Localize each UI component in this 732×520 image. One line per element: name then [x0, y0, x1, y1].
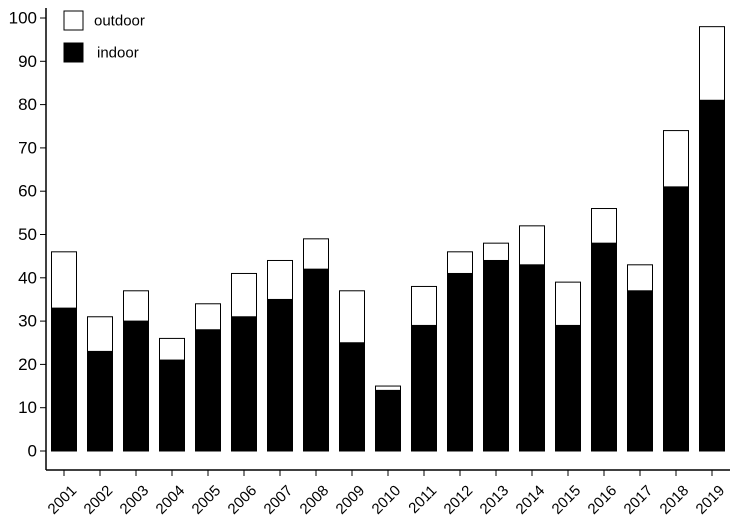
legend-label-outdoor: outdoor: [94, 13, 145, 30]
bar-indoor-2015: [555, 324, 581, 452]
bar-outdoor-2018: [663, 130, 689, 188]
bar-outdoor-2009: [339, 290, 365, 344]
bar-outdoor-2013: [483, 242, 509, 261]
x-tick-label-2012: 2012: [441, 482, 477, 518]
bar-outdoor-2012: [447, 251, 473, 274]
x-tick-label-2018: 2018: [657, 482, 693, 518]
bar-indoor-2001: [51, 307, 77, 452]
y-tick-label-40: 40: [18, 268, 37, 287]
bar-outdoor-2006: [231, 272, 257, 318]
legend: outdoor indoor: [63, 10, 145, 63]
bar-outdoor-2016: [591, 208, 617, 244]
bars-layer: [51, 26, 725, 452]
x-tick-label-2006: 2006: [225, 482, 261, 518]
x-tick-label-2004: 2004: [153, 482, 189, 518]
y-tick-label-0: 0: [28, 442, 37, 461]
legend-label-indoor: indoor: [97, 45, 139, 62]
y-tick-label-30: 30: [18, 312, 37, 331]
bar-indoor-2010: [375, 389, 401, 452]
x-tick-label-2014: 2014: [513, 482, 549, 518]
bar-outdoor-2010: [375, 385, 401, 391]
bar-indoor-2018: [663, 186, 689, 452]
bar-indoor-2016: [591, 242, 617, 452]
y-tick-label-20: 20: [18, 355, 37, 374]
bar-indoor-2012: [447, 272, 473, 452]
bar-outdoor-2011: [411, 285, 437, 326]
bar-indoor-2013: [483, 259, 509, 452]
x-tick-label-2016: 2016: [585, 482, 621, 518]
bar-indoor-2006: [231, 316, 257, 452]
y-tick-label-50: 50: [18, 225, 37, 244]
x-tick-label-2019: 2019: [693, 482, 729, 518]
y-tick-label-100: 100: [9, 9, 37, 28]
y-tick-label-90: 90: [18, 52, 37, 71]
legend-swatch-indoor: [63, 42, 84, 63]
bar-indoor-2002: [87, 350, 113, 452]
x-tick-label-2010: 2010: [369, 482, 405, 518]
bar-outdoor-2007: [267, 259, 293, 300]
bar-indoor-2003: [123, 320, 149, 452]
x-tick-label-2008: 2008: [297, 482, 333, 518]
axes-layer: 2001 2002 2003 2004 2005 2006 2007 2008 2009 2010…: [9, 8, 730, 518]
bar-outdoor-2019: [699, 26, 725, 101]
x-tick-label-2002: 2002: [81, 482, 117, 518]
bar-indoor-2017: [627, 290, 653, 452]
bar-outdoor-2015: [555, 281, 581, 326]
bar-indoor-2007: [267, 298, 293, 452]
bar-outdoor-2003: [123, 290, 149, 322]
bar-outdoor-2014: [519, 225, 545, 266]
x-tick-label-2017: 2017: [621, 482, 657, 518]
bar-outdoor-2002: [87, 316, 113, 352]
x-tick-label-2013: 2013: [477, 482, 513, 518]
x-tick-label-2007: 2007: [261, 482, 297, 518]
bar-outdoor-2017: [627, 264, 653, 292]
y-tick-label-80: 80: [18, 95, 37, 114]
legend-swatch-outdoor: [63, 10, 84, 31]
bar-indoor-2011: [411, 324, 437, 452]
bar-indoor-2009: [339, 342, 365, 452]
y-tick-label-60: 60: [18, 182, 37, 201]
bar-outdoor-2001: [51, 251, 77, 309]
x-tick-label-2011: 2011: [405, 482, 440, 517]
bar-indoor-2019: [699, 99, 725, 452]
x-tick-label-2001: 2001: [45, 482, 81, 518]
bar-indoor-2004: [159, 359, 185, 452]
bar-indoor-2008: [303, 268, 329, 452]
bar-outdoor-2004: [159, 337, 185, 361]
y-tick-label-10: 10: [18, 398, 37, 417]
x-tick-label-2003: 2003: [117, 482, 153, 518]
bar-outdoor-2005: [195, 303, 221, 331]
x-tick-label-2005: 2005: [189, 482, 225, 518]
x-tick-label-2015: 2015: [549, 482, 585, 518]
x-tick-label-2009: 2009: [333, 482, 369, 518]
bar-outdoor-2008: [303, 238, 329, 270]
bar-indoor-2005: [195, 329, 221, 452]
y-tick-label-70: 70: [18, 138, 37, 157]
bar-indoor-2014: [519, 264, 545, 452]
